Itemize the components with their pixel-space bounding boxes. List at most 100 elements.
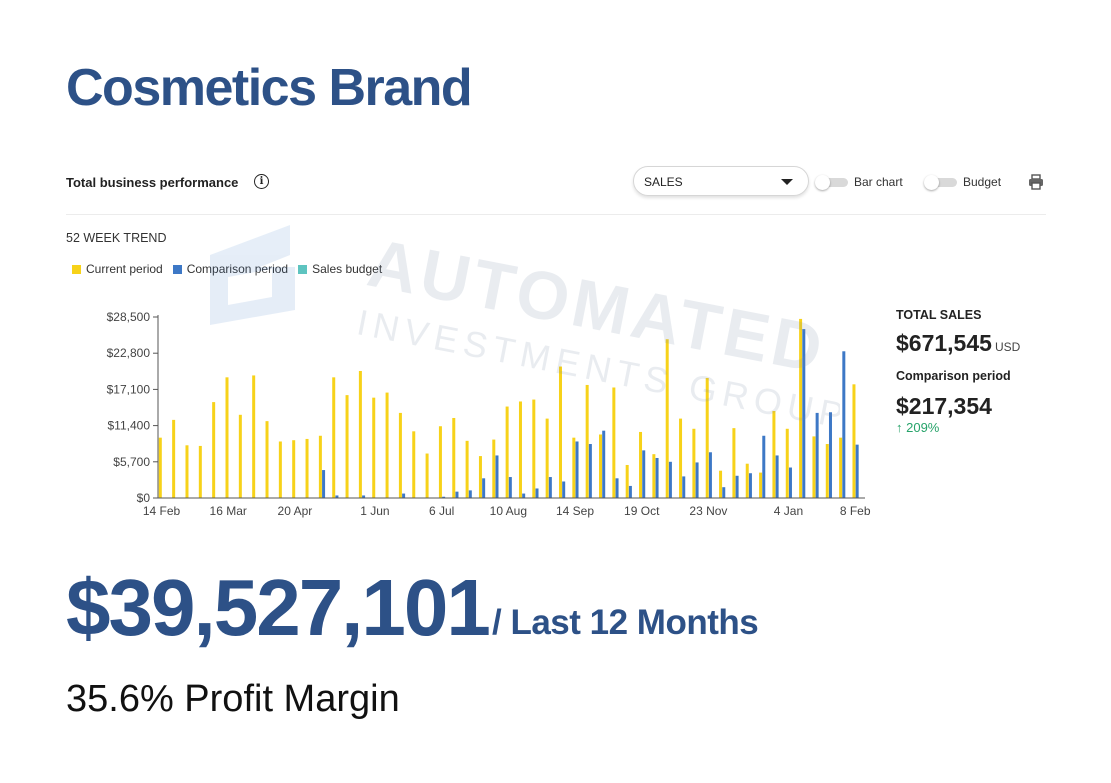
bar-current-41[interactable]: [705, 377, 709, 498]
x-tick-label: 4 Jan: [774, 504, 803, 518]
axes-group: [153, 315, 865, 499]
bar-comparison-34[interactable]: [615, 478, 619, 498]
bar-current-38[interactable]: [665, 339, 669, 498]
bar-comparison-12[interactable]: [322, 470, 326, 498]
bar-current-19[interactable]: [412, 431, 416, 498]
bar-comparison-42[interactable]: [722, 487, 726, 498]
bar-comparison-28[interactable]: [535, 488, 539, 498]
bar-comparison-30[interactable]: [562, 481, 566, 498]
bar-current-5[interactable]: [225, 377, 229, 498]
bar-comparison-35[interactable]: [628, 485, 632, 498]
bar-current-42[interactable]: [719, 470, 723, 498]
bar-current-46[interactable]: [772, 410, 776, 498]
bar-current-30[interactable]: [558, 366, 562, 498]
x-tick-label: 20 Apr: [278, 504, 313, 518]
bar-current-44[interactable]: [745, 463, 749, 498]
bar-current-16[interactable]: [372, 397, 376, 498]
bar-current-2[interactable]: [185, 445, 189, 498]
bar-current-43[interactable]: [732, 428, 736, 498]
bar-current-45[interactable]: [759, 472, 763, 498]
bar-current-31[interactable]: [572, 437, 576, 498]
bar-current-40[interactable]: [692, 428, 696, 498]
bar-current-48[interactable]: [799, 318, 803, 498]
bar-current-11[interactable]: [305, 438, 309, 498]
bar-current-39[interactable]: [679, 418, 683, 498]
bar-comparison-27[interactable]: [522, 493, 526, 498]
bar-current-29[interactable]: [545, 418, 549, 498]
bar-current-9[interactable]: [278, 441, 282, 498]
bar-current-23[interactable]: [465, 440, 469, 498]
legend-item-budget[interactable]: Sales budget: [298, 262, 382, 276]
bar-comparison-26[interactable]: [508, 477, 512, 498]
bar-comparison-45[interactable]: [762, 435, 766, 498]
bar-current-21[interactable]: [438, 426, 442, 498]
info-icon[interactable]: i: [254, 174, 269, 189]
bar-current-6[interactable]: [238, 414, 242, 498]
bar-comparison-21[interactable]: [442, 496, 446, 498]
bar-comparison-48[interactable]: [802, 329, 806, 498]
bar-current-7[interactable]: [252, 375, 256, 498]
bar-comparison-23[interactable]: [468, 490, 472, 498]
bar-current-33[interactable]: [599, 434, 603, 498]
bar-comparison-39[interactable]: [682, 476, 686, 498]
metric-select[interactable]: SALES: [633, 166, 809, 196]
bar-comparison-47[interactable]: [788, 467, 792, 498]
bar-comparison-49[interactable]: [815, 412, 819, 498]
bar-current-36[interactable]: [639, 431, 643, 498]
bar-current-0[interactable]: [158, 437, 162, 498]
bar-current-28[interactable]: [532, 399, 536, 498]
bar-comparison-22[interactable]: [455, 491, 459, 498]
bar-current-47[interactable]: [785, 428, 789, 498]
bar-current-34[interactable]: [612, 387, 616, 498]
bar-current-26[interactable]: [505, 406, 509, 498]
bar-current-35[interactable]: [625, 464, 629, 498]
bar-current-37[interactable]: [652, 454, 656, 498]
bar-comparison-32[interactable]: [588, 444, 592, 498]
bar-comparison-18[interactable]: [402, 493, 406, 498]
bar-comparison-33[interactable]: [602, 430, 606, 498]
bar-current-15[interactable]: [358, 370, 362, 498]
bar-current-10[interactable]: [292, 440, 296, 498]
bar-comparison-13[interactable]: [335, 495, 339, 498]
bar-comparison-38[interactable]: [668, 461, 672, 498]
bar-current-17[interactable]: [385, 392, 389, 498]
bar-current-52[interactable]: [852, 384, 856, 498]
bar-comparison-29[interactable]: [548, 477, 552, 498]
bar-comparison-37[interactable]: [655, 457, 659, 498]
metric-select-value: SALES: [644, 175, 683, 189]
bar-current-20[interactable]: [425, 453, 429, 498]
bar-comparison-31[interactable]: [575, 441, 579, 498]
bar-current-8[interactable]: [265, 421, 269, 498]
bar-comparison-50[interactable]: [828, 412, 832, 498]
print-icon[interactable]: [1028, 174, 1044, 190]
bar-current-22[interactable]: [452, 417, 456, 498]
bar-current-12[interactable]: [318, 435, 322, 498]
bar-comparison-44[interactable]: [748, 473, 752, 498]
bar-current-51[interactable]: [839, 437, 843, 498]
bar-current-1[interactable]: [172, 419, 176, 498]
bar-current-27[interactable]: [518, 401, 522, 498]
bar-current-49[interactable]: [812, 436, 816, 498]
bar-current-50[interactable]: [825, 444, 829, 498]
legend-item-current[interactable]: Current period: [72, 262, 163, 276]
legend-swatch-comparison: [172, 264, 182, 274]
bar-current-24[interactable]: [478, 456, 482, 498]
bar-current-3[interactable]: [198, 445, 202, 498]
bar-comparison-40[interactable]: [695, 462, 699, 498]
legend-item-comparison[interactable]: Comparison period: [172, 262, 288, 276]
bar-comparison-25[interactable]: [495, 455, 499, 498]
bar-current-32[interactable]: [585, 384, 589, 498]
bar-comparison-51[interactable]: [842, 351, 846, 498]
bar-current-4[interactable]: [212, 402, 216, 498]
bar-comparison-43[interactable]: [735, 475, 739, 498]
bar-comparison-52[interactable]: [855, 444, 859, 498]
bar-comparison-41[interactable]: [708, 452, 712, 498]
bar-current-13[interactable]: [332, 377, 336, 498]
bar-current-14[interactable]: [345, 395, 349, 498]
bar-comparison-36[interactable]: [642, 450, 646, 498]
bar-comparison-24[interactable]: [482, 478, 486, 498]
bar-comparison-46[interactable]: [775, 455, 779, 498]
bar-current-18[interactable]: [398, 412, 402, 498]
bar-comparison-15[interactable]: [362, 495, 366, 498]
bar-current-25[interactable]: [492, 439, 496, 498]
